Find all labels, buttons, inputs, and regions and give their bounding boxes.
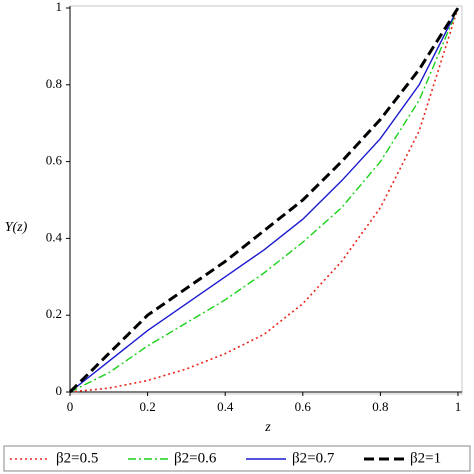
x-tick-label: 0.4 xyxy=(217,399,234,414)
x-tick-label: 0.6 xyxy=(295,399,312,414)
y-tick-label: 0.2 xyxy=(46,306,62,321)
line-series xyxy=(69,7,459,393)
line-series xyxy=(69,7,459,393)
legend-label: β2=1 xyxy=(410,450,441,466)
line-series xyxy=(69,7,459,393)
y-tick-label: 0.4 xyxy=(46,229,63,244)
x-tick-label: 0.8 xyxy=(372,399,388,414)
x-tick-label: 0 xyxy=(67,399,74,414)
y-tick-label: 0 xyxy=(56,383,63,398)
y-tick-label: 1 xyxy=(56,0,63,14)
line-series xyxy=(68,7,460,394)
y-axis-label: Y(z) xyxy=(5,220,28,235)
y-tick-label: 0.8 xyxy=(46,76,62,91)
legend-label: β2=0.5 xyxy=(56,450,98,466)
x-axis-label: z xyxy=(264,420,271,435)
y-tick-label: 0.6 xyxy=(46,153,63,168)
legend-label: β2=0.6 xyxy=(174,450,217,466)
legend-label: β2=0.7 xyxy=(292,450,335,466)
x-tick-label: 0.2 xyxy=(139,399,155,414)
legend-box xyxy=(3,445,471,472)
x-tick-label: 1 xyxy=(455,399,462,414)
